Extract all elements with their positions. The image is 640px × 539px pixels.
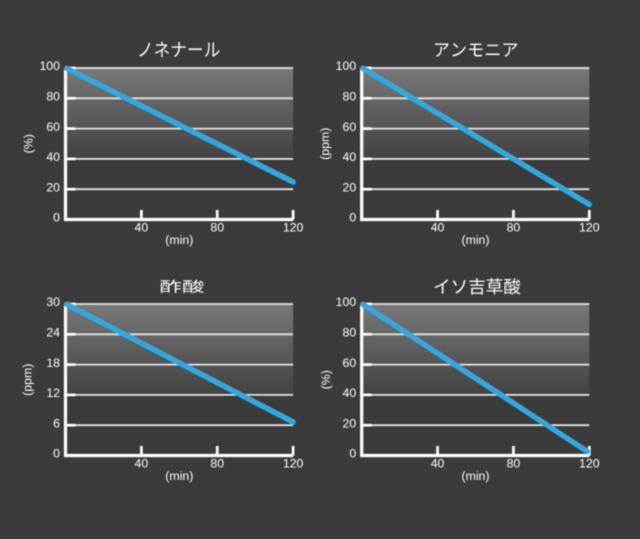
svg-text:40: 40 bbox=[431, 221, 445, 235]
svg-text:0: 0 bbox=[53, 447, 60, 461]
svg-text:120: 120 bbox=[283, 457, 304, 471]
svg-text:80: 80 bbox=[46, 90, 60, 104]
svg-text:20: 20 bbox=[343, 416, 357, 430]
svg-text:100: 100 bbox=[39, 59, 60, 73]
svg-text:12: 12 bbox=[46, 386, 60, 400]
svg-text:60: 60 bbox=[343, 120, 357, 134]
svg-text:60: 60 bbox=[343, 356, 357, 370]
svg-text:120: 120 bbox=[579, 221, 600, 235]
svg-text:(min): (min) bbox=[461, 469, 489, 483]
svg-text:40: 40 bbox=[135, 457, 149, 471]
svg-text:80: 80 bbox=[210, 221, 224, 235]
svg-text:0: 0 bbox=[349, 447, 356, 461]
svg-text:(ppm): (ppm) bbox=[318, 128, 332, 160]
svg-text:(min): (min) bbox=[461, 233, 489, 247]
svg-text:20: 20 bbox=[46, 180, 60, 194]
svg-text:(min): (min) bbox=[165, 469, 193, 483]
svg-text:60: 60 bbox=[46, 120, 60, 134]
svg-text:80: 80 bbox=[210, 457, 224, 471]
svg-text:20: 20 bbox=[343, 180, 357, 194]
svg-text:40: 40 bbox=[135, 221, 149, 235]
svg-text:30: 30 bbox=[46, 295, 60, 309]
svg-text:0: 0 bbox=[349, 211, 356, 225]
svg-text:(%): (%) bbox=[22, 134, 36, 153]
svg-text:80: 80 bbox=[507, 221, 521, 235]
svg-text:(ppm): (ppm) bbox=[21, 364, 35, 396]
svg-text:40: 40 bbox=[46, 150, 60, 164]
svg-text:24: 24 bbox=[46, 326, 60, 340]
svg-text:6: 6 bbox=[53, 416, 60, 430]
svg-text:80: 80 bbox=[343, 326, 357, 340]
svg-text:40: 40 bbox=[431, 457, 445, 471]
svg-text:0: 0 bbox=[53, 211, 60, 225]
svg-text:100: 100 bbox=[336, 59, 357, 73]
svg-text:100: 100 bbox=[336, 295, 357, 309]
svg-text:120: 120 bbox=[579, 457, 600, 471]
svg-text:80: 80 bbox=[507, 457, 521, 471]
svg-text:40: 40 bbox=[343, 150, 357, 164]
svg-text:(%): (%) bbox=[319, 370, 333, 389]
svg-text:80: 80 bbox=[343, 90, 357, 104]
svg-text:(min): (min) bbox=[165, 233, 193, 247]
svg-text:18: 18 bbox=[46, 356, 60, 370]
svg-text:40: 40 bbox=[343, 386, 357, 400]
svg-text:120: 120 bbox=[283, 221, 304, 235]
